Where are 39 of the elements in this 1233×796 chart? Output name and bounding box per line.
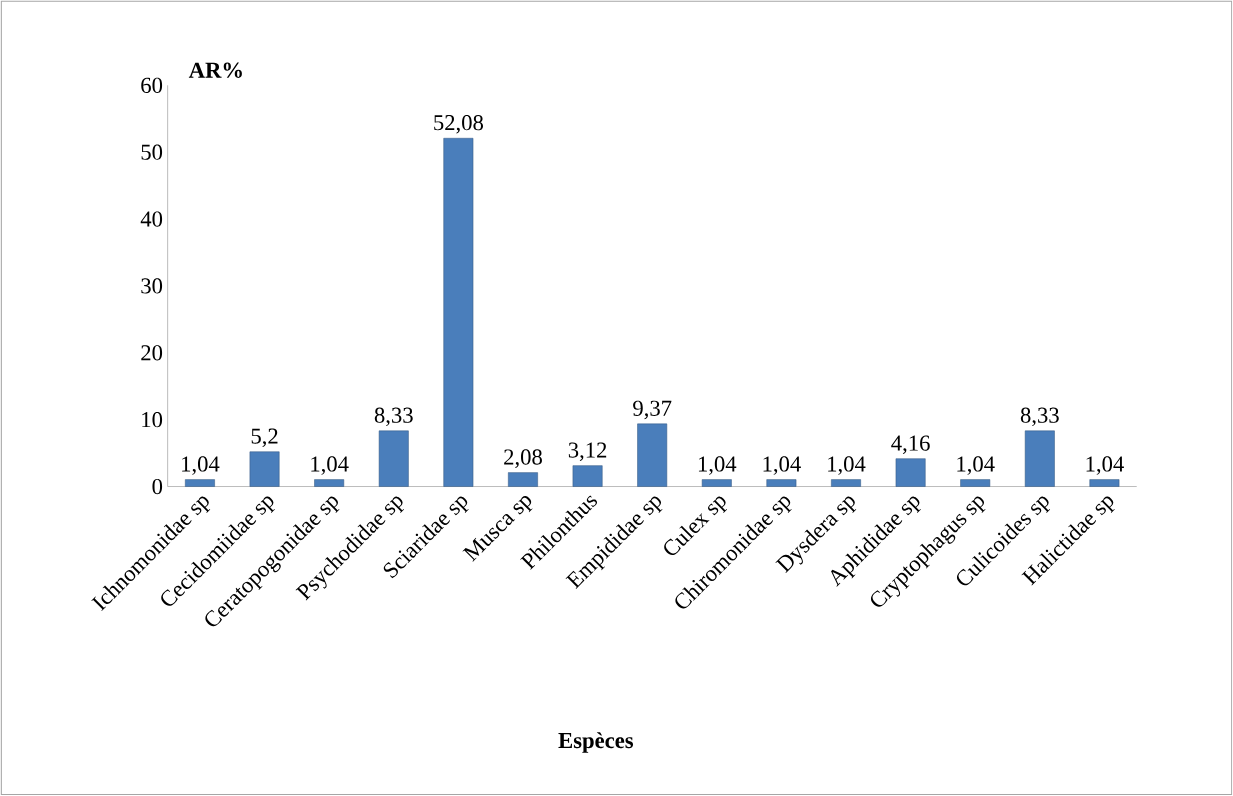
bar [443,138,474,487]
data-label: 2,08 [504,449,542,469]
bar [378,430,409,487]
y-tick-label: 60 [141,77,163,94]
bar [249,451,280,487]
data-label: 1,04 [1086,456,1124,475]
data-label: 4,16 [891,435,930,455]
data-label: 3,12 [568,442,607,462]
y-tick-label: 0 [152,478,163,495]
bar [1089,479,1120,487]
bar [572,465,603,487]
data-label: 1,04 [698,456,737,475]
bar [1024,430,1055,487]
bar [895,458,926,487]
data-label: 9,37 [633,400,672,420]
y-tick-label: 30 [141,278,163,294]
x-axis-title: Espèces [558,732,634,753]
y-tick-label: 20 [141,345,163,361]
data-label: 52,08 [434,115,484,134]
data-label: 1,04 [828,456,866,475]
bar [701,479,732,487]
bar [185,479,215,487]
bar [508,472,538,487]
y-tick-label: 10 [142,412,163,428]
bar [766,479,797,487]
y-axis-title: AR% [188,62,242,79]
data-label: 1,04 [311,456,349,475]
bar [314,479,345,487]
data-label: 1,04 [182,456,220,475]
data-label: 1,04 [763,456,801,475]
data-label: 8,33 [374,407,413,427]
bar [637,423,668,487]
bar [831,479,861,487]
data-label: 1,04 [957,456,995,475]
data-label: 5,2 [251,428,278,448]
y-tick-label: 40 [140,211,163,227]
bar [960,479,991,487]
data-label: 8,33 [1020,407,1059,427]
y-tick-label: 50 [141,144,163,160]
